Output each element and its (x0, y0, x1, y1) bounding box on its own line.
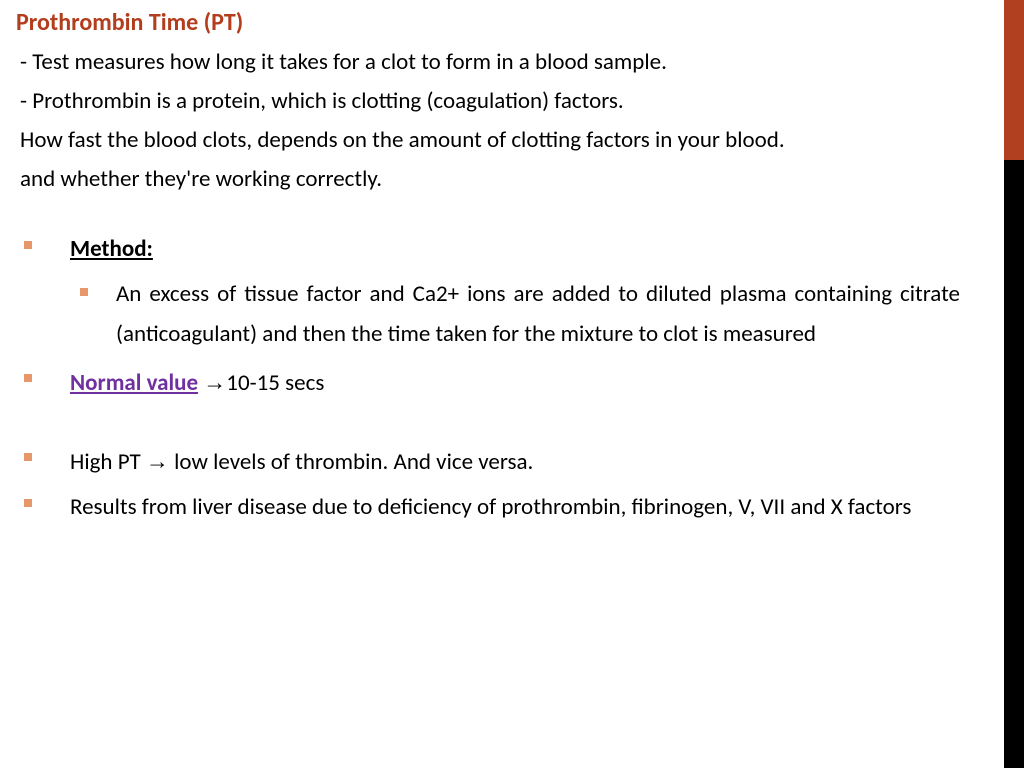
bullet-icon (24, 499, 32, 507)
normal-value-text: 10-15 secs (226, 369, 324, 397)
bullet-results: Results from liver disease due to defici… (24, 487, 960, 527)
method-sub-item: An excess of tissue factor and Ca2+ ions… (80, 274, 960, 355)
bullet-icon (80, 288, 88, 296)
side-accent-orange (1004, 0, 1024, 160)
slide-title: Prothrombin Time (PT) (16, 8, 960, 37)
bullet-high-pt: High PT → low levels of thrombin. And vi… (24, 441, 960, 482)
bullet-method: Method: (24, 229, 960, 269)
bullet-icon (24, 453, 32, 461)
normal-value-line: Normal value →10-15 secs (70, 362, 960, 403)
arrow-icon: → (146, 448, 169, 474)
normal-value-label: Normal value (70, 369, 198, 397)
bullet-normal-value: Normal value →10-15 secs (24, 362, 960, 403)
method-sublist: An excess of tissue factor and Ca2+ ions… (24, 274, 960, 355)
bullet-list: Method: An excess of tissue factor and C… (16, 229, 960, 527)
bullet-icon (24, 374, 32, 382)
high-pt-suffix: low levels of thrombin. And vice versa. (169, 448, 533, 476)
intro-line-1: - Test measures how long it takes for a … (20, 43, 960, 82)
intro-line-4: and whether they're working correctly. (20, 160, 960, 199)
method-label: Method: (70, 235, 153, 263)
high-pt-line: High PT → low levels of thrombin. And vi… (70, 441, 960, 482)
intro-line-2: - Prothrombin is a protein, which is clo… (20, 82, 960, 121)
side-accent-black (1004, 160, 1024, 768)
method-heading: Method: (70, 229, 960, 269)
intro-line-3: How fast the blood clots, depends on the… (20, 121, 960, 160)
high-pt-prefix: High PT (70, 448, 146, 476)
results-text: Results from liver disease due to defici… (70, 487, 960, 527)
method-text: An excess of tissue factor and Ca2+ ions… (116, 274, 960, 355)
slide-content: Prothrombin Time (PT) - Test measures ho… (0, 0, 990, 527)
bullet-icon (24, 241, 32, 249)
arrow-icon: → (203, 369, 226, 395)
